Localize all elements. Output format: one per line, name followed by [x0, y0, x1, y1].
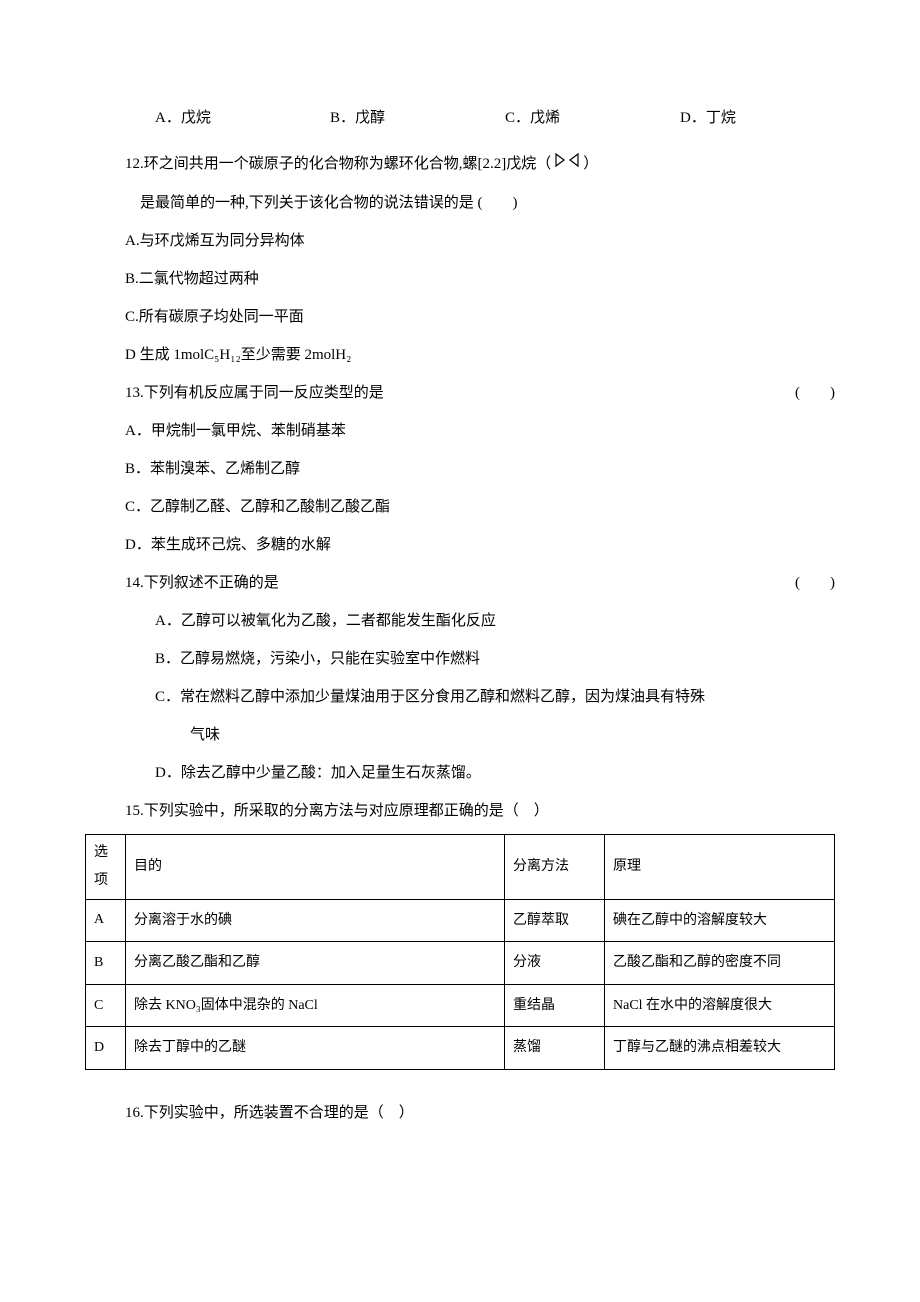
q13-opt-b: B．苯制溴苯、乙烯制乙醇 [125, 451, 835, 487]
q14-opt-d: D．除去乙醇中少量乙酸：加入足量生石灰蒸馏。 [155, 755, 835, 791]
q14-stem: 14.下列叙述不正确的是 [125, 565, 785, 601]
cell-purpose: 分离乙酸乙酯和乙醇 [126, 942, 505, 985]
cell-label: D [86, 1027, 126, 1070]
table-row: D 除去丁醇中的乙醚 蒸馏 丁醇与乙醚的沸点相差较大 [86, 1027, 835, 1070]
q12-opt-a: A.与环戊烯互为同分异构体 [125, 223, 835, 259]
cell-method: 乙醇萃取 [505, 899, 605, 942]
q13-opt-d: D．苯生成环己烷、多糖的水解 [125, 527, 835, 563]
q14-opt-c-line2: 气味 [190, 717, 835, 753]
q13-paren: ( ) [795, 375, 835, 411]
q16-stem: 16.下列实验中，所选装置不合理的是（ ） [125, 1095, 835, 1131]
cell-principle: 丁醇与乙醚的沸点相差较大 [605, 1027, 835, 1070]
q11-opt-d: D．丁烷 [680, 100, 835, 136]
th-purpose: 目的 [126, 834, 505, 899]
table-row: B 分离乙酸乙酯和乙醇 分液 乙酸乙酯和乙醇的密度不同 [86, 942, 835, 985]
q11-opt-c: C．戊烯 [505, 100, 660, 136]
q12-stem-line2: 是最简单的一种,下列关于该化合物的说法错误的是 ( ) [140, 185, 835, 221]
q13-opt-c: C．乙醇制乙醛、乙醇和乙酸制乙酸乙酯 [125, 489, 835, 525]
th-principle: 原理 [605, 834, 835, 899]
cell-label: B [86, 942, 126, 985]
q15-stem: 15.下列实验中，所采取的分离方法与对应原理都正确的是（ ） [125, 793, 835, 829]
cell-label: A [86, 899, 126, 942]
cell-method: 重结晶 [505, 984, 605, 1027]
cell-purpose: 除去 KNO₃固体中混杂的 NaCl [126, 984, 505, 1027]
q11-opt-a: A．戊烷 [155, 100, 310, 136]
q14-opt-b: B．乙醇易燃烧，污染小，只能在实验室中作燃料 [155, 641, 835, 677]
q11-options: A．戊烷 B．戊醇 C．戊烯 D．丁烷 [155, 100, 835, 136]
q14-opt-c-line1: C．常在燃料乙醇中添加少量煤油用于区分食用乙醇和燃料乙醇，因为煤油具有特殊 [155, 679, 835, 715]
table-header-row: 选项 目的 分离方法 原理 [86, 834, 835, 899]
q12-stem-pre: 12.环之间共用一个碳原子的化合物称为螺环化合物,螺[2.2]戊烷（ [125, 156, 551, 172]
cell-purpose: 分离溶于水的碘 [126, 899, 505, 942]
q14-paren: ( ) [795, 565, 835, 601]
q13-stem: 13.下列有机反应属于同一反应类型的是 [125, 375, 785, 411]
cell-label: C [86, 984, 126, 1027]
q14-stem-row: 14.下列叙述不正确的是 ( ) [125, 565, 835, 601]
cell-method: 分液 [505, 942, 605, 985]
q12-opt-c: C.所有碳原子均处同一平面 [125, 299, 835, 335]
cell-method: 蒸馏 [505, 1027, 605, 1070]
q12-opt-d: D 生成 1molC₅H₁₂至少需要 2molH₂ [125, 337, 835, 373]
q13-opt-a: A．甲烷制一氯甲烷、苯制硝基苯 [125, 413, 835, 449]
cell-principle: NaCl 在水中的溶解度很大 [605, 984, 835, 1027]
q12-stem-post: ） [583, 156, 598, 172]
q14-opt-a: A．乙醇可以被氧化为乙酸，二者都能发生酯化反应 [155, 603, 835, 639]
q12-stem-line1: 12.环之间共用一个碳原子的化合物称为螺环化合物,螺[2.2]戊烷（ ） [125, 146, 835, 183]
th-label: 选项 [86, 834, 126, 899]
cell-principle: 碘在乙醇中的溶解度较大 [605, 899, 835, 942]
table-row: A 分离溶于水的碘 乙醇萃取 碘在乙醇中的溶解度较大 [86, 899, 835, 942]
th-method: 分离方法 [505, 834, 605, 899]
q13-stem-row: 13.下列有机反应属于同一反应类型的是 ( ) [125, 375, 835, 411]
q11-opt-b: B．戊醇 [330, 100, 485, 136]
table-row: C 除去 KNO₃固体中混杂的 NaCl 重结晶 NaCl 在水中的溶解度很大 [86, 984, 835, 1027]
cell-principle: 乙酸乙酯和乙醇的密度不同 [605, 942, 835, 985]
q15-table: 选项 目的 分离方法 原理 A 分离溶于水的碘 乙醇萃取 碘在乙醇中的溶解度较大… [85, 834, 835, 1070]
spiro-pentane-icon [553, 147, 581, 183]
cell-purpose: 除去丁醇中的乙醚 [126, 1027, 505, 1070]
q12-opt-b: B.二氯代物超过两种 [125, 261, 835, 297]
